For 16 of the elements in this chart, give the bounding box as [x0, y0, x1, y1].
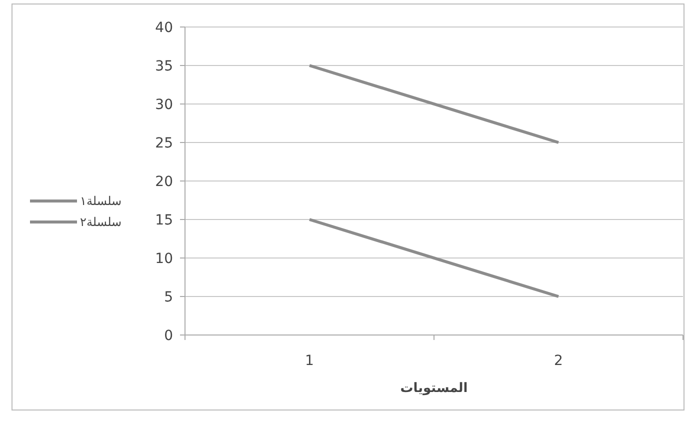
y-tick-label: 35: [155, 58, 173, 74]
y-tick-label: 5: [164, 290, 173, 306]
y-tick-label: 10: [155, 251, 173, 267]
y-tick-label: 25: [155, 136, 173, 152]
legend-item: سلسلة٢: [30, 215, 122, 229]
y-tick-label: 30: [155, 97, 173, 113]
legend-label: سلسلة٢: [80, 215, 122, 229]
legend-item: سلسلة١: [30, 194, 122, 208]
y-tick-label: 0: [164, 328, 173, 344]
x-tick-label: 2: [554, 353, 563, 369]
y-tick-label: 20: [155, 174, 173, 190]
x-axis-title: المستويات: [400, 381, 468, 396]
legend-label: سلسلة١: [80, 194, 122, 208]
y-tick-label: 15: [155, 212, 173, 228]
y-tick-label: 40: [155, 20, 173, 36]
x-tick-label: 1: [305, 353, 314, 369]
